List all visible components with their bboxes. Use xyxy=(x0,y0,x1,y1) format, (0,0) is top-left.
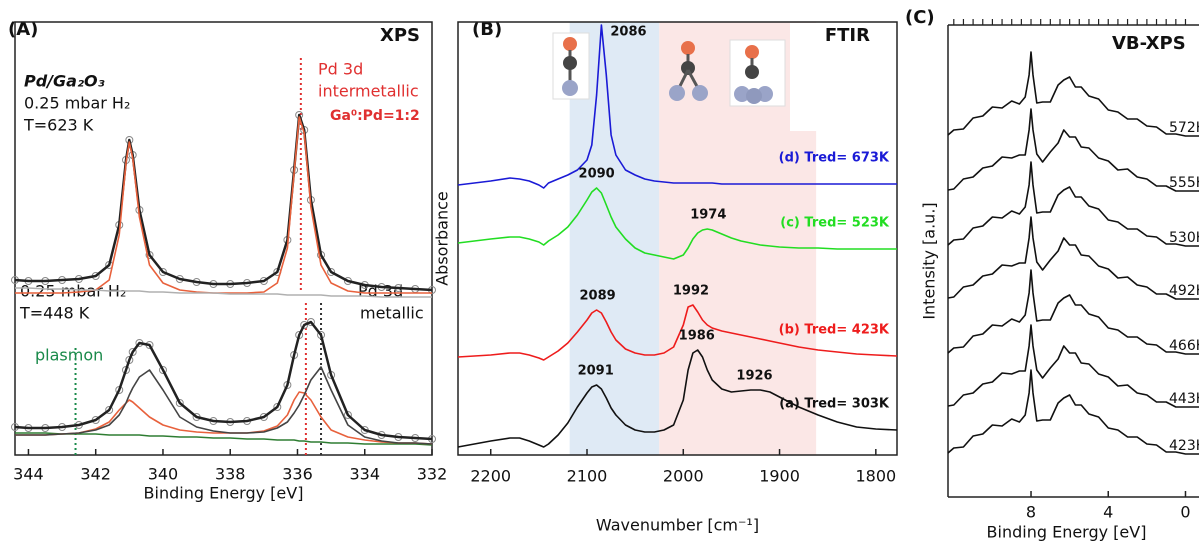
x-tick-label: 8 xyxy=(1026,503,1036,522)
x-tick-label: 2100 xyxy=(567,467,608,486)
data-point xyxy=(105,406,114,414)
series-label: 492K xyxy=(1169,283,1199,299)
spectrum-line xyxy=(15,366,433,445)
data-point xyxy=(300,321,309,329)
x-tick-label: 340 xyxy=(148,465,179,484)
molecule-icon xyxy=(552,32,590,100)
peak-label: 1974 xyxy=(690,208,726,223)
plot-frame xyxy=(457,21,898,456)
note: Ga⁰:Pd=1:2 xyxy=(330,108,420,124)
spectrum-line xyxy=(457,304,898,361)
series-label: (c) Tred= 523K xyxy=(780,216,890,231)
panel-title: VB-XPS xyxy=(1112,33,1186,54)
x-tick-label: 2200 xyxy=(470,467,511,486)
x-tick-label: 332 xyxy=(417,465,448,484)
spectrum-line xyxy=(15,287,432,298)
peak-label: 2086 xyxy=(610,25,646,40)
data-point xyxy=(128,348,137,356)
spectrum-line xyxy=(947,269,1199,355)
data-point xyxy=(273,403,282,411)
x-axis-label: Binding Energy [eV] xyxy=(144,484,304,503)
spectrum-line xyxy=(457,349,898,448)
series-label: 572K xyxy=(1169,120,1199,136)
spectrum-line xyxy=(15,116,432,294)
x-tick-label: 342 xyxy=(80,465,111,484)
note: Pd/Ga₂O₃ xyxy=(24,72,105,91)
data-point xyxy=(306,318,315,326)
series-label: 530K xyxy=(1169,230,1199,246)
data-point xyxy=(175,399,184,407)
x-tick-label: 1900 xyxy=(759,467,800,486)
series-label: 423K xyxy=(1169,438,1199,454)
spectrum-line xyxy=(947,216,1199,300)
data-point xyxy=(158,268,167,276)
x-axis-label: Wavenumber [cm⁻¹] xyxy=(596,516,759,535)
spectrum-line xyxy=(14,113,433,292)
spectrum-line xyxy=(947,369,1199,455)
series-label: 555K xyxy=(1169,175,1199,191)
spectrum-line xyxy=(947,108,1199,192)
label-box xyxy=(790,23,896,131)
x-tick-label: 344 xyxy=(13,465,44,484)
y-axis-label: Intensity [a.u.] xyxy=(920,202,939,319)
note: Pd 3d xyxy=(318,60,363,79)
x-tick-label: 336 xyxy=(282,465,313,484)
peak-label: 2090 xyxy=(579,167,615,182)
molecule-icon xyxy=(729,39,786,107)
spectrum-line xyxy=(15,391,433,445)
series-label: 466K xyxy=(1169,338,1199,354)
data-point xyxy=(343,411,352,419)
peak-label: 1992 xyxy=(673,284,709,299)
series-label: (d) Tred= 673K xyxy=(779,151,890,166)
note: plasmon xyxy=(35,346,103,365)
spectrum-line xyxy=(457,187,897,260)
note: intermetallic xyxy=(318,82,419,101)
series-label: 443K xyxy=(1169,391,1199,407)
x-tick-label: 338 xyxy=(215,465,246,484)
spectrum-line xyxy=(15,432,433,446)
molecule-icon xyxy=(669,41,708,101)
peak-label: 2089 xyxy=(580,289,616,304)
y-axis-label: Absorbance xyxy=(433,191,452,286)
x-axis-label: Binding Energy [eV] xyxy=(987,523,1147,542)
spectrum-line xyxy=(947,324,1199,408)
x-tick-label: 2000 xyxy=(663,467,704,486)
peak-label: 1986 xyxy=(679,329,715,344)
spectrum-line xyxy=(14,320,433,441)
series-label: (a) Tred= 303K xyxy=(779,397,890,412)
note: metallic xyxy=(360,304,424,323)
peak-label: 1926 xyxy=(736,369,772,384)
peak-label: 2091 xyxy=(578,364,614,379)
note: T=623 K xyxy=(23,116,94,135)
panel-label: (B) xyxy=(472,19,502,40)
data-point xyxy=(327,268,336,276)
series-label: (b) Tred= 423K xyxy=(779,323,890,338)
plot-frame xyxy=(14,21,433,456)
x-tick-label: 0 xyxy=(1180,503,1190,522)
data-point xyxy=(158,366,167,374)
note: 0.25 mbar H₂ xyxy=(24,94,130,113)
panel-title: XPS xyxy=(380,25,420,46)
panel-title: FTIR xyxy=(825,25,870,46)
x-tick-label: 4 xyxy=(1103,503,1113,522)
spectrum-line xyxy=(947,161,1199,247)
note: T=448 K xyxy=(19,304,90,323)
panel-label: (C) xyxy=(905,7,935,28)
spectrum-line xyxy=(457,24,897,189)
spectrum-line xyxy=(947,51,1199,137)
x-tick-label: 1800 xyxy=(855,467,896,486)
x-tick-label: 334 xyxy=(349,465,380,484)
